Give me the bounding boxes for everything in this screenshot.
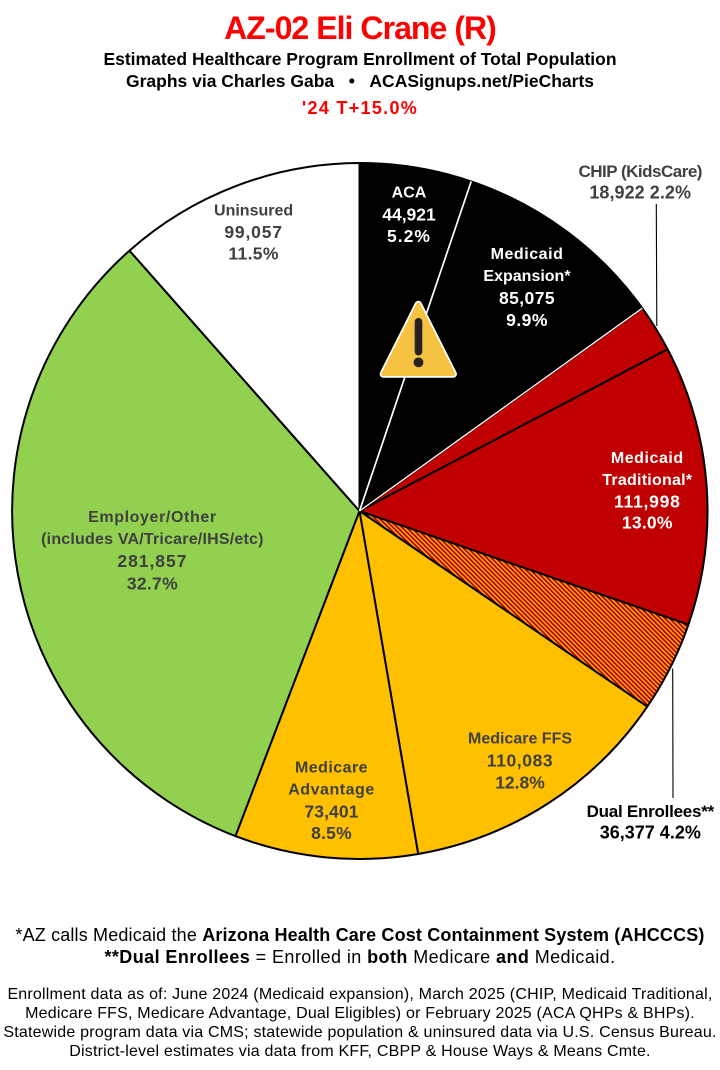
svg-text:9.9%: 9.9% — [506, 310, 548, 330]
svg-text:Medicare FFS: Medicare FFS — [468, 731, 572, 748]
svg-text:Employer/Other: Employer/Other — [88, 509, 217, 526]
svg-text:Uninsured: Uninsured — [214, 203, 293, 220]
svg-text:CHIP (KidsCare): CHIP (KidsCare) — [578, 162, 702, 181]
svg-text:(includes VA/Tricare/IHS/etc): (includes VA/Tricare/IHS/etc) — [41, 531, 263, 548]
svg-text:99,057: 99,057 — [224, 222, 282, 242]
svg-text:Medicare: Medicare — [295, 760, 368, 777]
svg-text:Medicaid: Medicaid — [611, 450, 684, 467]
svg-text:Dual Enrollees**: Dual Enrollees** — [587, 802, 715, 821]
svg-text:85,075: 85,075 — [499, 288, 555, 308]
svg-text:Advantage: Advantage — [288, 782, 375, 799]
svg-text:ACA: ACA — [392, 185, 427, 202]
svg-text:281,857: 281,857 — [117, 551, 187, 571]
svg-text:5.2%: 5.2% — [387, 226, 431, 246]
svg-text:44,921: 44,921 — [382, 204, 436, 224]
svg-text:110,083: 110,083 — [487, 750, 554, 770]
svg-text:Medicaid: Medicaid — [491, 246, 564, 263]
svg-text:111,998: 111,998 — [614, 492, 681, 512]
svg-text:73,401: 73,401 — [304, 801, 358, 821]
svg-text:8.5%: 8.5% — [311, 823, 352, 843]
svg-text:18,922 2.2%: 18,922 2.2% — [589, 182, 691, 202]
svg-text:Traditional*: Traditional* — [602, 472, 693, 489]
svg-text:13.0%: 13.0% — [622, 512, 673, 532]
svg-text:32.7%: 32.7% — [127, 573, 178, 593]
svg-text:11.5%: 11.5% — [228, 244, 278, 264]
svg-text:12.8%: 12.8% — [495, 772, 545, 792]
svg-text:Expansion*: Expansion* — [483, 268, 571, 285]
svg-text:36,377 4.2%: 36,377 4.2% — [600, 823, 701, 843]
